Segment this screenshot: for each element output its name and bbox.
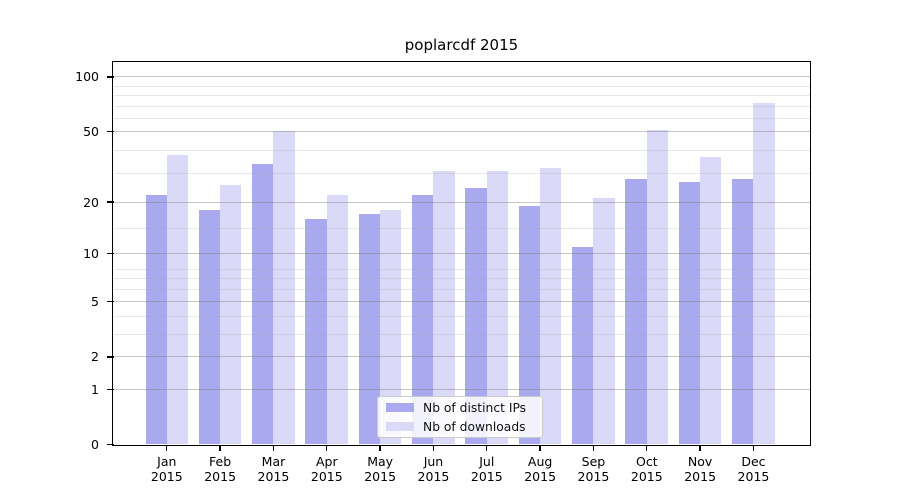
x-axis-tick-label: Oct 2015 xyxy=(630,453,663,485)
bar-downloads-nov xyxy=(700,156,722,445)
legend-item-downloads: Nb of downloads xyxy=(386,420,542,434)
gridline-major xyxy=(113,253,810,254)
bar-downloads-dec xyxy=(753,102,775,445)
y-axis-tick-label: 20 xyxy=(83,194,99,210)
chart-title: poplarcdf 2015 xyxy=(404,36,519,54)
x-axis-tick xyxy=(166,444,168,451)
gridline-major xyxy=(113,356,810,358)
gridline-minor xyxy=(113,173,810,175)
x-axis-tick xyxy=(379,444,381,451)
x-axis-tick xyxy=(432,444,435,451)
x-axis-tick xyxy=(219,444,221,451)
gridline-minor xyxy=(113,150,810,152)
y-axis-tick xyxy=(107,201,114,203)
y-axis-tick xyxy=(107,130,114,132)
bar-downloads-oct xyxy=(646,129,669,445)
bar-distinct-ips-sep xyxy=(572,246,594,445)
bar-downloads-jul xyxy=(486,170,509,445)
bar-distinct-ips-feb xyxy=(198,209,221,445)
bar-distinct-ips-may xyxy=(358,214,381,445)
bar-distinct-ips-dec xyxy=(732,179,754,445)
bar-downloads-jun xyxy=(433,170,455,445)
bar-downloads-aug xyxy=(540,168,562,445)
legend-label-distinct-ips: Nb of distinct IPs xyxy=(423,400,527,415)
x-axis-tick xyxy=(272,444,275,451)
legend-swatch-distinct-ips xyxy=(386,403,414,412)
x-axis-tick xyxy=(646,444,648,451)
gridline-minor xyxy=(113,85,810,87)
x-axis-tick xyxy=(539,444,541,451)
x-axis-tick-label: Jan 2015 xyxy=(150,453,183,485)
x-axis-tick-label: Aug 2015 xyxy=(524,453,557,485)
gridline-major xyxy=(113,388,810,390)
y-axis-tick-label: 1 xyxy=(91,381,99,397)
legend-item-distinct-ips: Nb of distinct IPs xyxy=(386,401,542,415)
y-axis-tick-label: 10 xyxy=(83,246,99,261)
gridline-minor xyxy=(113,268,810,270)
bar-downloads-may xyxy=(380,209,402,445)
gridline-minor xyxy=(113,315,810,317)
y-axis-tick-label: 0 xyxy=(91,437,99,452)
x-axis-tick-label: Nov 2015 xyxy=(684,453,717,485)
gridline-minor xyxy=(113,94,810,96)
y-axis-tick xyxy=(107,356,114,358)
y-axis-tick-label: 50 xyxy=(83,123,99,139)
bar-distinct-ips-jan xyxy=(145,194,167,445)
y-axis-tick-label: 5 xyxy=(91,294,99,310)
x-axis-tick-label: May 2015 xyxy=(364,453,397,485)
y-axis-tick xyxy=(107,443,114,446)
legend: Nb of distinct IPs Nb of downloads xyxy=(377,396,543,438)
gridline-minor xyxy=(113,228,810,230)
gridline-major xyxy=(113,201,810,203)
x-axis-tick xyxy=(752,444,755,451)
x-axis-tick-label: Apr 2015 xyxy=(310,453,343,485)
gridline-major xyxy=(113,130,810,132)
x-axis-tick-label: Jul 2015 xyxy=(470,453,503,485)
x-axis-tick-label: Mar 2015 xyxy=(257,453,290,485)
gridline-major xyxy=(113,76,810,78)
x-axis-tick xyxy=(486,444,488,451)
x-axis-tick-label: Sep 2015 xyxy=(577,453,610,485)
bar-distinct-ips-jul xyxy=(465,188,487,445)
bar-downloads-sep xyxy=(593,198,615,445)
x-axis-tick-label: Feb 2015 xyxy=(204,453,237,485)
gridline-minor xyxy=(113,278,810,280)
bar-downloads-feb xyxy=(220,184,242,445)
y-axis-tick xyxy=(107,388,114,390)
x-axis-tick-label: Dec 2015 xyxy=(737,453,770,485)
bar-downloads-apr xyxy=(326,194,349,445)
gridline-major xyxy=(113,301,810,303)
x-axis-tick-label: Jun 2015 xyxy=(417,453,450,485)
bar-distinct-ips-aug xyxy=(518,205,541,445)
y-axis-tick xyxy=(107,76,114,78)
gridline-minor xyxy=(113,105,810,107)
y-axis-tick-label: 2 xyxy=(91,349,99,365)
y-axis-tick-label: 100 xyxy=(75,69,99,85)
y-axis-tick xyxy=(107,301,114,303)
bar-downloads-mar xyxy=(273,131,295,445)
x-axis-tick xyxy=(326,444,328,451)
bar-downloads-jan xyxy=(166,154,189,445)
y-axis-tick xyxy=(107,252,114,255)
bar-distinct-ips-apr xyxy=(305,218,327,445)
legend-swatch-downloads xyxy=(386,422,414,431)
legend-label-downloads: Nb of downloads xyxy=(423,419,526,434)
gridline-minor xyxy=(113,333,810,335)
gridline-minor xyxy=(113,289,810,290)
bar-distinct-ips-jun xyxy=(412,194,434,445)
bar-distinct-ips-mar xyxy=(252,163,274,445)
bar-distinct-ips-nov xyxy=(678,181,701,445)
bar-distinct-ips-oct xyxy=(625,179,647,445)
x-axis-tick xyxy=(699,444,701,451)
x-axis-tick xyxy=(592,444,595,451)
gridline-minor xyxy=(113,117,810,119)
